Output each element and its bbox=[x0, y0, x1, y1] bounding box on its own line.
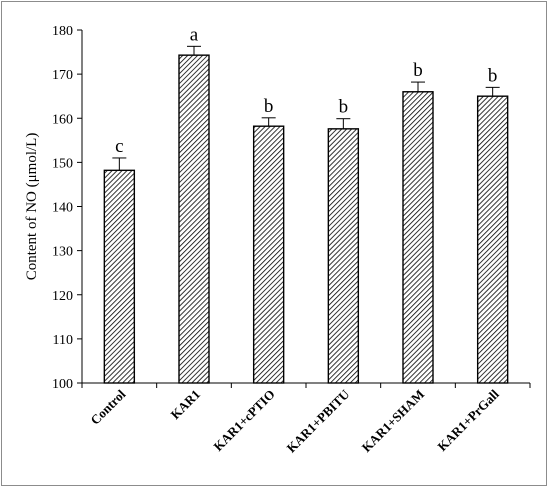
y-tick-label: 120 bbox=[52, 289, 73, 304]
bar bbox=[178, 54, 210, 384]
bars: c a b b b b bbox=[103, 24, 509, 384]
y-tick-label: 170 bbox=[52, 68, 73, 83]
x-tick-label: KAR1+PBITU bbox=[283, 386, 352, 455]
significance-label: b bbox=[339, 97, 349, 118]
y-tick-label: 180 bbox=[52, 24, 73, 39]
y-tick-label: 160 bbox=[52, 112, 73, 127]
x-tick-label: KAR1 bbox=[167, 387, 203, 423]
x-axis: Control KAR1 KAR1+cPTIO KAR1+PBITU KAR1+SHAM… bbox=[81, 382, 531, 455]
x-tick-label: KAR1+SHAM bbox=[359, 387, 427, 455]
y-tick-label: 100 bbox=[52, 377, 73, 392]
y-tick-label: 140 bbox=[52, 201, 73, 216]
bar bbox=[327, 128, 360, 384]
y-tick-label: 150 bbox=[52, 156, 73, 171]
significance-label: b bbox=[413, 60, 423, 81]
significance-label: c bbox=[115, 136, 123, 157]
x-tick-label: KAR1+cPTIO bbox=[210, 387, 277, 454]
significance-label: b bbox=[264, 96, 274, 117]
bar bbox=[252, 125, 285, 384]
bar bbox=[103, 169, 136, 384]
y-tick-label: 110 bbox=[53, 333, 73, 348]
bar bbox=[476, 95, 509, 384]
x-tick-label: Control bbox=[87, 386, 128, 427]
significance-label: b bbox=[488, 65, 498, 86]
significance-label: a bbox=[190, 24, 199, 45]
y-axis-title: Content of NO (μmol/L) bbox=[24, 133, 40, 281]
bar bbox=[402, 91, 434, 384]
x-tick-label: KAR1+PrGall bbox=[434, 386, 502, 454]
y-tick-label: 130 bbox=[52, 245, 73, 260]
y-axis: 100 110 120 130 140 150 160 170 180 bbox=[52, 24, 83, 392]
